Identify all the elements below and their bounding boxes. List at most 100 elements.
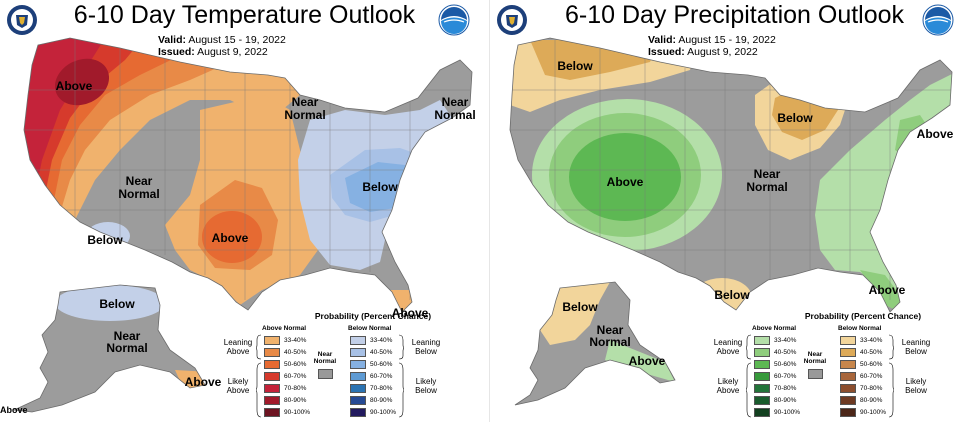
legend-brace-below	[888, 334, 894, 418]
issued-label: Issued:	[648, 46, 685, 58]
label-near-ak-2: Normal	[589, 335, 630, 349]
legend-leaning-below: Leaning Below	[404, 338, 448, 356]
legend-range: 80-90%	[370, 396, 393, 404]
legend-range: 70-80%	[774, 384, 797, 392]
legend-swatch	[350, 395, 366, 405]
label-near-mid-1: Near	[292, 95, 319, 109]
legend-range: 70-80%	[284, 384, 307, 392]
legend-above-header: Above Normal	[752, 325, 797, 332]
leaning-below-line1: Leaning	[411, 338, 441, 347]
leaning-below-line2: Below	[905, 347, 927, 356]
legend-row: 50-60%	[840, 359, 882, 369]
legend-near-normal-swatch	[318, 369, 333, 379]
legend-range: 80-90%	[774, 396, 797, 404]
legend-range: 80-90%	[284, 396, 307, 404]
leaning-below-line1: Leaning	[901, 338, 931, 347]
label-below-east: Below	[362, 180, 398, 194]
legend-row: 90-100%	[264, 407, 310, 417]
legend-row: 80-90%	[754, 395, 796, 405]
legend-row: 33-40%	[350, 335, 392, 345]
legend-range: 33-40%	[860, 336, 883, 344]
temperature-title: 6-10 Day Temperature Outlook	[73, 1, 416, 29]
legend-range: 60-70%	[860, 372, 883, 380]
label-below-ak: Below	[99, 297, 135, 311]
legend-range: 90-100%	[860, 408, 887, 416]
label-near-ak-1: Near	[597, 323, 624, 337]
temperature-outlook-panel: Above Near Normal Below Above Near Norma…	[0, 0, 489, 422]
label-near-ne-1: Near	[442, 95, 469, 109]
valid-value: August 15 - 19, 2022	[188, 34, 286, 46]
legend-range: 60-70%	[370, 372, 393, 380]
legend-range: 60-70%	[774, 372, 797, 380]
likely-above-line1: Likely	[227, 377, 249, 386]
legend-near-normal-label: Near Normal	[311, 351, 339, 365]
legend-row: 40-50%	[754, 347, 796, 357]
legend-range: 90-100%	[774, 408, 801, 416]
panel-divider	[489, 0, 490, 422]
legend-range: 33-40%	[774, 336, 797, 344]
legend-row: 80-90%	[264, 395, 306, 405]
legend-above-header: Above Normal	[262, 325, 307, 332]
legend-range: 70-80%	[860, 384, 883, 392]
legend-row: 80-90%	[840, 395, 882, 405]
legend-row: 33-40%	[754, 335, 796, 345]
legend-swatch	[840, 383, 856, 393]
legend-row: 40-50%	[350, 347, 392, 357]
issued-label: Issued:	[158, 46, 195, 58]
label-above-se: Above	[869, 283, 906, 297]
precipitation-legend: Probability (Percent Chance) Above Norma…	[714, 311, 978, 421]
legend-swatch	[754, 371, 770, 381]
legend-swatch	[840, 359, 856, 369]
legend-range: 50-60%	[284, 360, 307, 368]
legend-swatch	[350, 347, 366, 357]
label-near-west-2: Normal	[118, 187, 159, 201]
legend-brace-above	[746, 334, 752, 418]
likely-below-line1: Likely	[905, 377, 927, 386]
label-near-ne-2: Normal	[434, 108, 475, 122]
temperature-outlook-map: Above Near Normal Below Above Near Norma…	[12, 37, 476, 413]
legend-range: 40-50%	[370, 348, 393, 356]
near-normal-line2: Normal	[313, 358, 337, 365]
legend-row: 90-100%	[754, 407, 800, 417]
conus-precipitation	[510, 38, 952, 312]
near-normal-line1: Near	[317, 351, 333, 358]
temperature-info: Valid: August 15 - 19, 2022 Issued: Augu…	[158, 34, 286, 58]
label-near-mid-1: Near	[754, 167, 781, 181]
legend-swatch	[264, 383, 280, 393]
issued-value: August 9, 2022	[197, 46, 268, 58]
label-below-ak: Below	[562, 300, 598, 314]
issued-value: August 9, 2022	[687, 46, 758, 58]
legend-swatch	[264, 335, 280, 345]
leaning-above-line2: Above	[716, 347, 740, 356]
legend-range: 80-90%	[860, 396, 883, 404]
legend-swatch	[350, 359, 366, 369]
valid-value: August 15 - 19, 2022	[678, 34, 776, 46]
label-above-fl: Above	[392, 306, 429, 320]
legend-swatch	[754, 359, 770, 369]
legend-range: 90-100%	[284, 408, 311, 416]
legend-swatch	[350, 383, 366, 393]
legend-leaning-above: Leaning Above	[218, 338, 258, 356]
legend-range: 50-60%	[370, 360, 393, 368]
legend-swatch	[840, 395, 856, 405]
legend-range: 40-50%	[860, 348, 883, 356]
legend-row: 33-40%	[264, 335, 306, 345]
legend-range: 90-100%	[370, 408, 397, 416]
legend-row: 80-90%	[350, 395, 392, 405]
likely-below-line2: Below	[905, 386, 927, 395]
label-near-west-1: Near	[126, 174, 153, 188]
legend-brace-below	[398, 334, 404, 418]
legend-swatch	[264, 395, 280, 405]
legend-swatch	[840, 347, 856, 357]
legend-range: 40-50%	[774, 348, 797, 356]
legend-swatch	[840, 335, 856, 345]
legend-range: 33-40%	[370, 336, 393, 344]
legend-range: 50-60%	[860, 360, 883, 368]
label-below-glakes: Below	[777, 111, 813, 125]
legend-below-header: Below Normal	[838, 325, 882, 332]
legend-swatch	[840, 371, 856, 381]
likely-below-line1: Likely	[415, 377, 437, 386]
label-near-ak-2: Normal	[106, 341, 147, 355]
legend-likely-below: Likely Below	[894, 377, 938, 395]
label-above-bottom: Above	[0, 405, 28, 415]
